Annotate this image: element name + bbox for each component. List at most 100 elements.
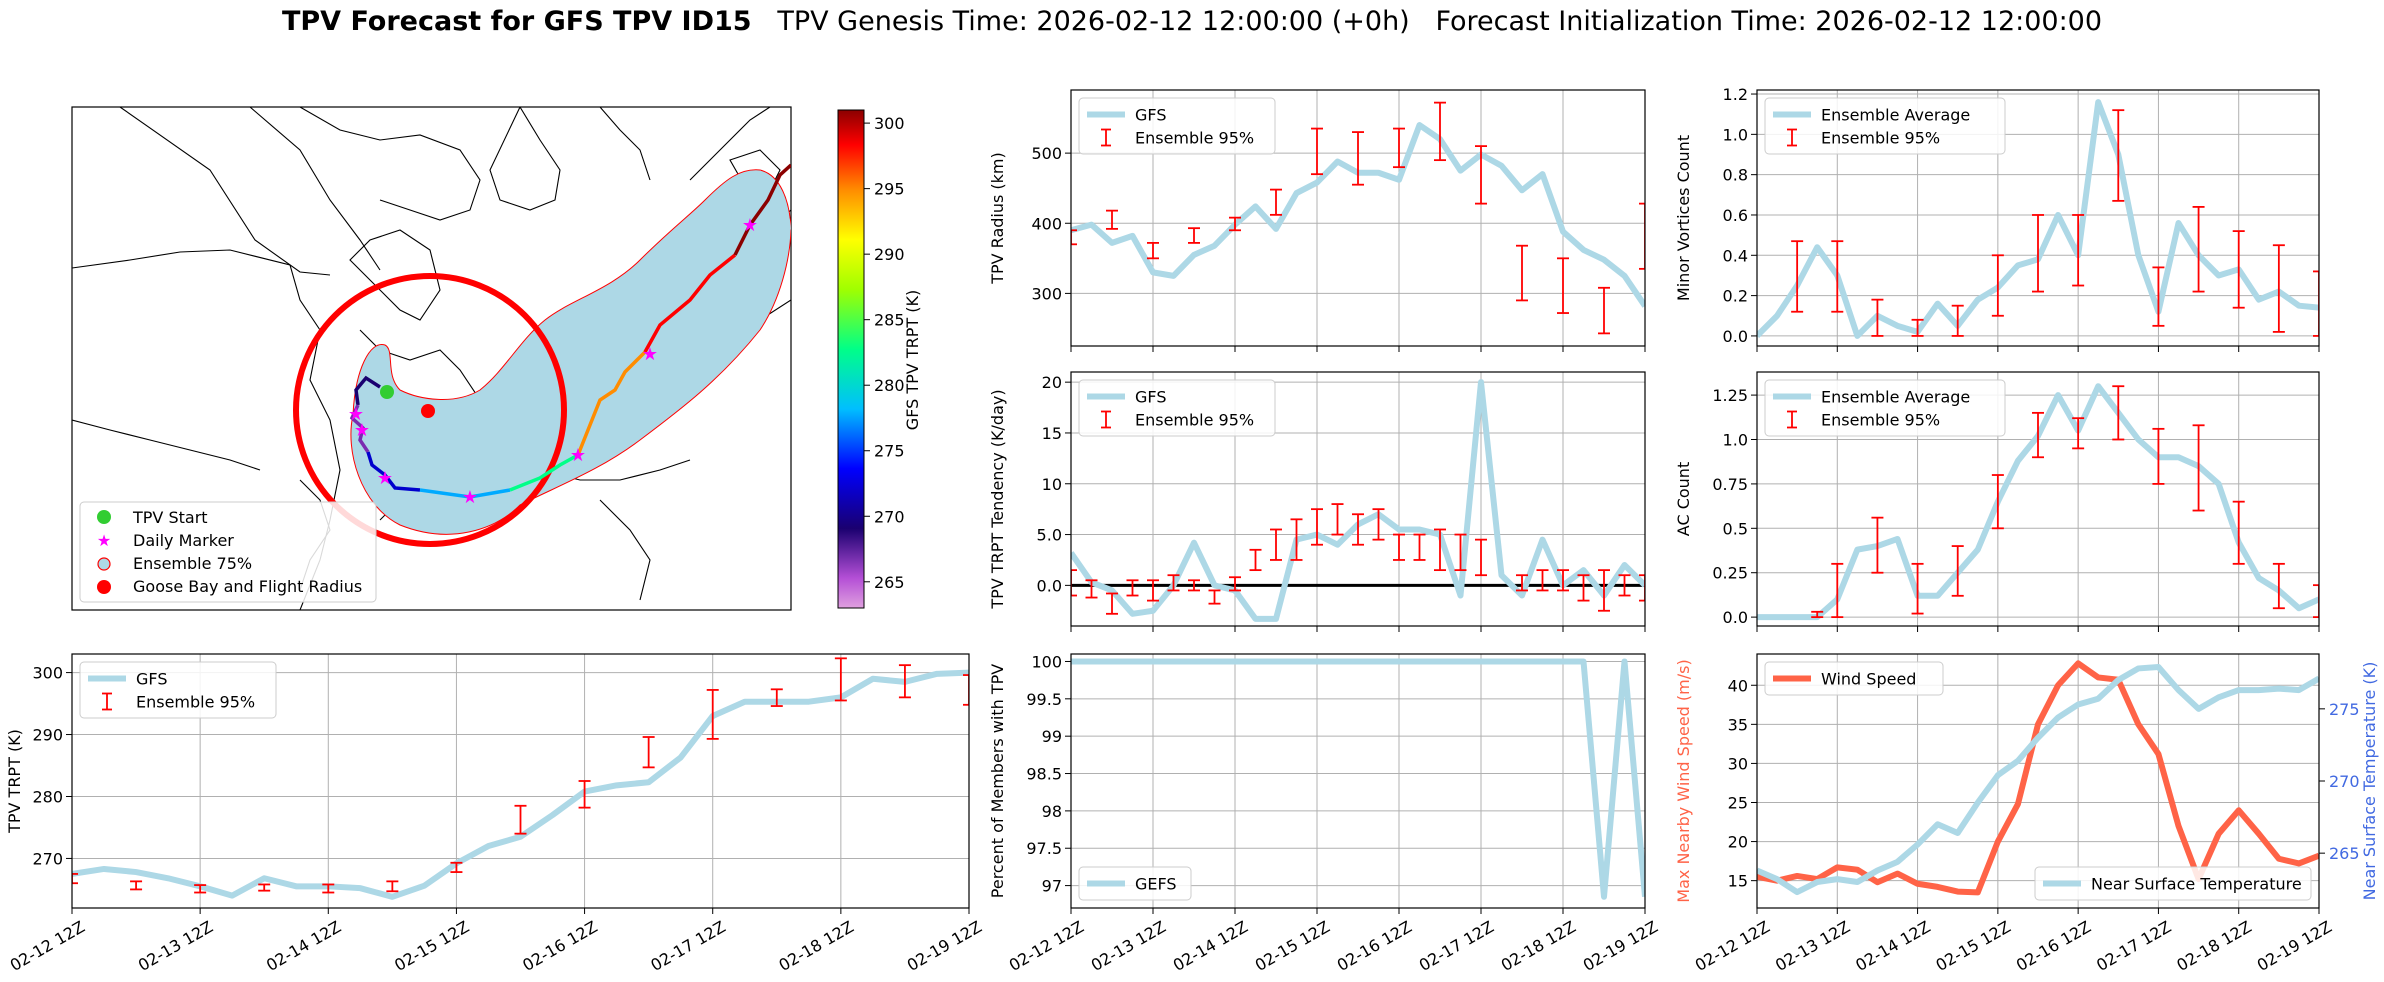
svg-text:★: ★ [377, 468, 393, 489]
x-tick-label: 02-13 12Z [1772, 917, 1853, 975]
legend-daily-marker: Daily Marker [133, 531, 234, 550]
map-legend: TPV Start ★ Daily Marker Ensemble 75% Go… [79, 501, 377, 603]
data-point [2197, 707, 2200, 710]
data-point [807, 700, 810, 703]
chart-ac: 0.0 0.25 0.5 0.75 1.0 1.25 AC Count Ensemble Av… [1674, 371, 2320, 632]
chart-wind: 15 20 25 30 35 40 Max Nearby Wind Speed (m/s) 2… [1674, 653, 2379, 975]
data-point [2237, 689, 2240, 692]
legend-label: Ensemble Average [1821, 106, 1970, 125]
errorbar [1393, 533, 1405, 561]
data-point [1152, 271, 1155, 274]
legend-errorbar-icon [1101, 128, 1111, 147]
data-point [1856, 881, 1859, 884]
data-point [2137, 667, 2140, 670]
data-point [1418, 124, 1421, 127]
errorbar [1270, 188, 1282, 216]
data-point [2277, 857, 2280, 860]
colorbar-tick-label: 280 [874, 376, 905, 395]
data-point [1836, 878, 1839, 881]
errorbar [963, 674, 969, 706]
data-point [1582, 248, 1585, 251]
errorbar [386, 880, 399, 893]
data-point [1816, 881, 1819, 884]
colorbar-tick-label: 300 [874, 114, 905, 133]
y-tick-label: 1.0 [1723, 125, 1748, 144]
data-point [2177, 824, 2180, 827]
data-point [1541, 538, 1544, 541]
y-tick-label: 35 [1728, 715, 1748, 734]
errorbar [1639, 574, 1645, 602]
y-tick-label: 0.75 [1712, 475, 1748, 494]
errorbar [1475, 538, 1487, 577]
goose-bay-flight-radius [293, 273, 567, 547]
data-point [1776, 616, 1779, 619]
errorbar [898, 664, 911, 699]
x-tick-label: 02-12 12Z [7, 917, 88, 975]
data-point [1213, 244, 1216, 247]
plot-area [72, 657, 969, 900]
y-tick-label: 98 [1042, 802, 1062, 821]
legend-errorbar-icon [1787, 128, 1797, 147]
tpv-start-marker [380, 385, 394, 399]
data-point [2177, 222, 2180, 225]
data-point [1976, 891, 1979, 894]
y-tick-label: 270 [32, 849, 63, 868]
errorbar [2112, 385, 2125, 441]
y-tick-label: 97.5 [1026, 839, 1062, 858]
errorbar [194, 884, 207, 894]
data-point [231, 894, 234, 897]
legend-box [1078, 866, 1192, 901]
colorbar-tick-label: 275 [874, 442, 905, 461]
data-point [2097, 385, 2100, 388]
y-tick-label: 97 [1042, 877, 1062, 896]
legend-label: Ensemble 95% [1821, 129, 1940, 148]
errorbar [450, 861, 463, 873]
errorbar [1208, 589, 1221, 605]
plot-area [1757, 383, 2319, 621]
errorbar [2152, 266, 2165, 327]
data-point [1856, 548, 1859, 551]
colorbar: 300 295 290 285 280 275 270 265 GFS TPV TRPT (K… [837, 109, 922, 609]
data-point [1459, 594, 1462, 597]
data-point [359, 887, 362, 890]
figure-title-rest: TPV Genesis Time: 2026-02-12 12:00:00 (+… [751, 6, 2103, 37]
errorbar [2072, 214, 2085, 287]
x-tick-label: 02-18 12Z [1498, 917, 1579, 975]
data-point [2016, 759, 2019, 762]
legend-label: Ensemble 95% [1821, 411, 1940, 430]
legend-ensemble-icon [97, 557, 111, 571]
data-point [1316, 181, 1319, 184]
x-tick-label: 02-15 12Z [1252, 917, 1333, 975]
x-tick-label: 02-18 12Z [2173, 917, 2254, 975]
errorbar [2272, 244, 2285, 333]
y-tick-label: 0.0 [1037, 576, 1062, 595]
data-point [1623, 274, 1626, 277]
data-point [1623, 564, 1626, 567]
data-point [2137, 723, 2140, 726]
svg-text:★: ★ [742, 215, 758, 236]
data-point [423, 884, 426, 887]
errorbar [1791, 240, 1804, 313]
data-point [1398, 178, 1401, 181]
map-panel: ★ ★ ★ ★ ★ ★ ★ TPV Start ★ Daily Marker E… [71, 106, 922, 611]
data-point [1796, 874, 1799, 877]
errorbar [1598, 569, 1610, 612]
errorbar [1229, 576, 1241, 592]
errorbar [1536, 569, 1549, 592]
errorbar [1618, 574, 1631, 597]
data-point [743, 700, 746, 703]
y-tick-label: 15 [1728, 872, 1748, 891]
data-point [2277, 687, 2280, 690]
data-point [615, 784, 618, 787]
errorbar [1147, 579, 1159, 602]
errorbar [2032, 411, 2044, 459]
data-point [2177, 689, 2180, 692]
data-point [2137, 254, 2140, 257]
errorbar [642, 736, 655, 769]
ensemble-75-cone [350, 169, 791, 535]
x-tick-label: 02-13 12Z [135, 917, 216, 975]
axes-frame [1070, 89, 1646, 347]
errorbar [1147, 241, 1159, 260]
colorbar-tick-label: 290 [874, 245, 905, 264]
data-point [1956, 831, 1959, 834]
